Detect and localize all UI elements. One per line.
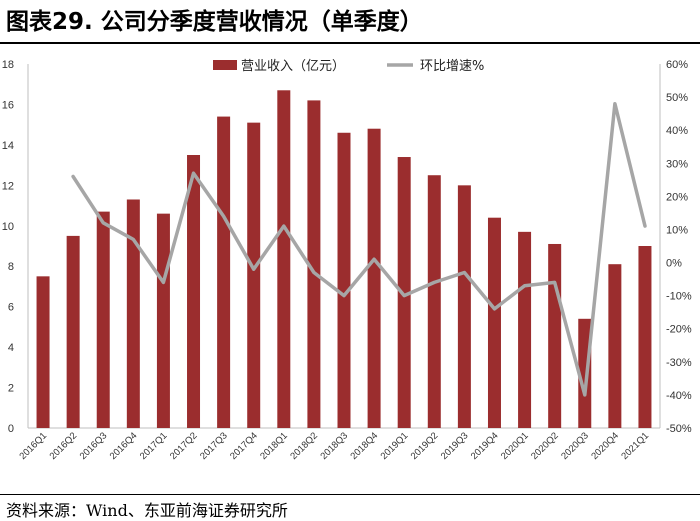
y-tick-label-right: -50% <box>666 423 692 435</box>
x-tick-label: 2018Q2 <box>288 430 320 462</box>
bar <box>638 246 652 428</box>
y-tick-label-left: 4 <box>8 342 14 354</box>
chart-legend: 营业收入（亿元） 环比增速% <box>213 59 484 74</box>
x-tick-label: 2016Q4 <box>108 430 140 462</box>
y-tick-label-right: 30% <box>666 158 688 170</box>
y-tick-label-right: -10% <box>666 291 692 303</box>
y-tick-label-right: -40% <box>666 390 692 402</box>
bar <box>96 211 110 428</box>
y-tick-label-right: 50% <box>666 92 688 104</box>
bar <box>36 276 50 428</box>
legend-line-label: 环比增速% <box>420 59 484 74</box>
x-tick-label: 2021Q1 <box>619 430 651 462</box>
y-tick-label-left: 14 <box>2 140 14 152</box>
x-tick-label: 2017Q4 <box>228 430 260 462</box>
x-tick-label: 2020Q4 <box>589 430 621 462</box>
bar <box>187 155 201 428</box>
chart-title: 图表29. 公司分季度营收情况（单季度） <box>6 9 423 35</box>
bar <box>457 185 471 428</box>
bar <box>397 157 411 428</box>
y-tick-label-left: 6 <box>8 302 14 314</box>
chart: 0 2 4 6 8 10 12 14 16 18 -50% -40% -30% -20% -10% 0% 10%… <box>2 59 692 462</box>
x-tick-label: 2020Q2 <box>529 430 561 462</box>
x-tick-label: 2020Q3 <box>559 430 591 462</box>
y-tick-label-right: 20% <box>666 191 688 203</box>
bar <box>578 318 592 428</box>
growth-line <box>71 101 647 397</box>
x-tick-label: 2019Q1 <box>379 430 411 462</box>
bar <box>277 90 291 429</box>
bar <box>487 217 501 428</box>
y-tick-label-right: 10% <box>666 224 688 236</box>
x-tick-label: 2019Q3 <box>439 430 471 462</box>
x-tick-label: 2019Q4 <box>469 430 501 462</box>
x-tick-label: 2016Q2 <box>48 430 80 462</box>
bar <box>367 128 381 428</box>
bar <box>66 235 80 428</box>
bar-series <box>36 90 652 429</box>
footer-divider <box>0 494 700 495</box>
source-note: 资料来源：Wind、东亚前海证券研究所 <box>6 501 288 520</box>
x-tick-label: 2018Q1 <box>258 430 290 462</box>
bar <box>307 100 321 429</box>
x-tick-label: 2018Q4 <box>349 430 381 462</box>
y-tick-label-left: 10 <box>2 221 14 233</box>
y-tick-label-left: 0 <box>8 423 14 435</box>
x-tick-label: 2020Q1 <box>499 430 531 462</box>
x-tick-label: 2016Q3 <box>78 430 110 462</box>
y-tick-label-left: 18 <box>2 59 14 71</box>
y-tick-label-left: 2 <box>8 383 14 395</box>
y-tick-label-right: -20% <box>666 324 692 336</box>
y-tick-label-right: 0% <box>666 258 682 270</box>
y-tick-label-right: 40% <box>666 125 688 137</box>
title-divider <box>0 42 700 44</box>
x-tick-label: 2017Q3 <box>198 430 230 462</box>
x-tick-label: 2018Q3 <box>318 430 350 462</box>
bar <box>126 199 140 428</box>
bar <box>427 175 441 428</box>
bar <box>548 243 562 428</box>
legend-bar-label: 营业收入（亿元） <box>241 59 345 74</box>
x-tick-label: 2019Q2 <box>409 430 441 462</box>
bar <box>608 264 622 428</box>
x-tick-label: 2017Q1 <box>138 430 170 462</box>
line-series <box>71 101 647 397</box>
y-tick-label-right: -30% <box>666 357 692 369</box>
legend-bar-swatch <box>213 60 237 70</box>
bar <box>518 231 532 428</box>
bar <box>217 116 231 429</box>
y-tick-label-left: 12 <box>2 180 14 192</box>
y-tick-label-left: 16 <box>2 99 14 111</box>
bar <box>156 213 170 428</box>
bar <box>247 122 261 429</box>
x-tick-label: 2017Q2 <box>168 430 200 462</box>
x-tick-label: 2016Q1 <box>17 430 49 462</box>
y-tick-label-right: 60% <box>666 59 688 71</box>
y-tick-label-left: 8 <box>8 261 14 273</box>
bar <box>337 132 351 428</box>
